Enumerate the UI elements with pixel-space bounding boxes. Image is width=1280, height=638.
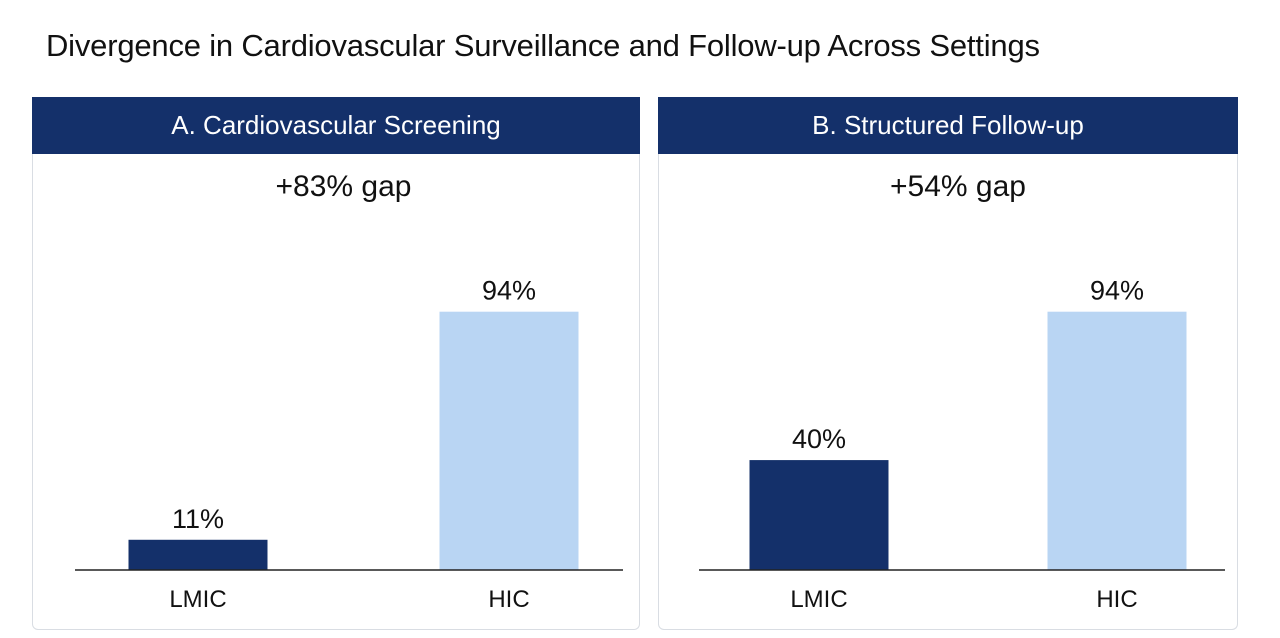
panel-a-category-label-hic: HIC <box>488 586 529 613</box>
figure-title: Divergence in Cardiovascular Surveillanc… <box>46 28 1040 63</box>
panel-a-value-label-hic: 94% <box>482 276 536 306</box>
panel-a-gap-annotation: +83% gap <box>276 170 412 203</box>
panel-a-chart: +83% gap 11% LMIC 94% HIC <box>75 170 623 613</box>
panel-b-chart: +54% gap 40% LMIC 94% HIC <box>699 170 1225 613</box>
panel-a-bar-hic <box>439 311 579 570</box>
panel-a-header: A. Cardiovascular Screening <box>32 97 640 154</box>
panel-b-bar-lmic <box>749 460 889 570</box>
panel-b-category-label-hic: HIC <box>1096 586 1137 613</box>
panel-a-value-label-lmic: 11% <box>172 504 224 534</box>
panel-b-category-label-lmic: LMIC <box>790 586 847 613</box>
panel-b: B. Structured Follow-up +54% gap 40% LMIC 9… <box>658 97 1238 630</box>
panel-b-value-label-lmic: 40% <box>792 424 846 454</box>
panel-a-bar-lmic <box>128 539 268 570</box>
panel-a: A. Cardiovascular Screening +83% gap 11% L… <box>32 97 640 630</box>
panel-b-value-label-hic: 94% <box>1090 276 1144 306</box>
panel-b-bar-hic <box>1047 311 1187 570</box>
panel-b-gap-annotation: +54% gap <box>890 170 1026 203</box>
panel-b-header: B. Structured Follow-up <box>658 97 1238 154</box>
panel-a-category-label-lmic: LMIC <box>169 586 226 613</box>
